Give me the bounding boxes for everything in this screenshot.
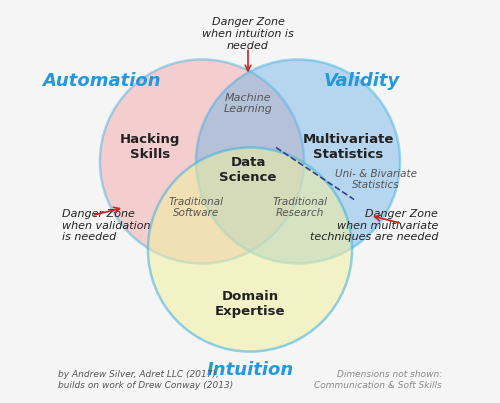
Text: Traditional
Software: Traditional Software [168, 197, 224, 218]
Text: Intuition: Intuition [206, 361, 294, 378]
Text: Uni- & Bivariate
Statistics: Uni- & Bivariate Statistics [335, 169, 417, 190]
Text: Automation: Automation [42, 73, 161, 90]
Text: Traditional
Research: Traditional Research [272, 197, 328, 218]
Text: Multivariate
Statistics: Multivariate Statistics [302, 133, 394, 162]
Text: Machine
Learning: Machine Learning [224, 93, 272, 114]
Text: Validity: Validity [324, 73, 400, 90]
Text: Danger Zone
when multivariate
techniques are needed: Danger Zone when multivariate techniques… [310, 209, 438, 242]
Circle shape [148, 147, 352, 351]
Circle shape [100, 59, 304, 264]
Text: Danger Zone
when validation
is needed: Danger Zone when validation is needed [62, 209, 150, 242]
Text: Domain
Expertise: Domain Expertise [215, 290, 285, 318]
Text: Hacking
Skills: Hacking Skills [120, 133, 180, 162]
Text: Data
Science: Data Science [220, 156, 276, 184]
Text: by Andrew Silver, Adret LLC (2017),
builds on work of Drew Conway (2013): by Andrew Silver, Adret LLC (2017), buil… [58, 370, 233, 390]
Text: Dimensions not shown:
Communication & Soft Skills: Dimensions not shown: Communication & So… [314, 370, 442, 390]
Text: Danger Zone
when intuition is
needed: Danger Zone when intuition is needed [202, 17, 294, 51]
Circle shape [196, 59, 400, 264]
